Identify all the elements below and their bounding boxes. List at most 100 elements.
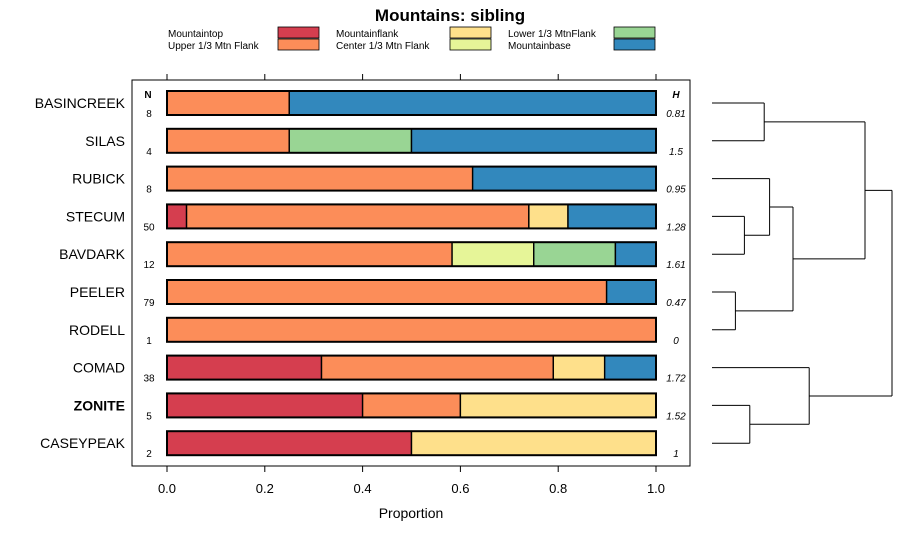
dendrogram <box>712 102 893 444</box>
h-column-header: H <box>672 90 680 101</box>
h-value: 0.81 <box>666 109 685 120</box>
x-tick-label: 0.0 <box>158 481 176 496</box>
h-value: 0.95 <box>666 185 686 196</box>
h-value: 1.72 <box>666 374 686 385</box>
bar-outline <box>166 316 657 343</box>
row-stecum: STECUM 50 1.28 <box>66 203 686 233</box>
x-tick-label: 1.0 <box>647 481 665 496</box>
n-value: 50 <box>143 222 155 233</box>
row-label: RODELL <box>69 322 125 338</box>
bar-segment-mountainbase <box>605 279 657 305</box>
bar-segment-mountaintop <box>166 392 364 419</box>
bar-outline <box>166 127 657 154</box>
n-value: 12 <box>143 260 155 271</box>
n-value: 8 <box>146 109 152 120</box>
bar-segment-mountainflank <box>552 354 606 381</box>
h-value: 0.47 <box>666 298 686 309</box>
x-tick-label: 0.2 <box>256 481 274 496</box>
x-axis-label: Proportion <box>379 505 444 521</box>
h-value: 1.5 <box>669 147 683 158</box>
bar-segment-upper-1-3-mtn-flank <box>320 354 555 381</box>
legend-swatch <box>277 26 320 39</box>
x-tick-label: 0.4 <box>354 481 372 496</box>
bar-segment-mountainbase <box>614 241 657 267</box>
bar-outline <box>166 90 657 116</box>
bar-segment-upper-1-3-mtn-flank <box>166 128 290 154</box>
row-label: CASEYPEAK <box>40 435 125 451</box>
h-value: 0 <box>673 336 679 347</box>
bar-outline <box>166 430 657 457</box>
bar-segment-mountainflank <box>459 392 657 419</box>
h-value: 1 <box>673 449 679 460</box>
legend-label: Mountainflank <box>336 29 399 40</box>
x-tick-label: 0.6 <box>451 481 469 496</box>
n-value: 8 <box>146 185 152 196</box>
bar-segment-upper-1-3-mtn-flank <box>166 317 657 343</box>
row-label: STECUM <box>66 208 125 224</box>
legend-label: Lower 1/3 MtnFlank <box>508 29 597 40</box>
bar-segment-mountaintop <box>166 203 188 230</box>
bar-segment-mountainbase <box>288 90 657 116</box>
rows: BASINCREEK 8 0.81 SILAS 4 1.5 RUBICK 8 0.95 STECU… <box>35 90 686 460</box>
row-label: BASINCREEK <box>35 95 126 111</box>
legend-swatch <box>613 38 656 51</box>
bar-segment-lower-1-3-mtnflank <box>533 241 617 267</box>
row-label: SILAS <box>85 133 125 149</box>
bar-segment-upper-1-3-mtn-flank <box>166 90 290 116</box>
bar-outline <box>166 241 657 268</box>
bar-segment-upper-1-3-mtn-flank <box>361 392 462 419</box>
bar-segment-mountaintop <box>166 430 413 456</box>
n-value: 38 <box>143 374 155 385</box>
n-column-header: N <box>144 90 151 101</box>
bar-outline <box>166 165 657 192</box>
bar-outline <box>166 203 657 230</box>
x-axis: 0.0 0.2 0.4 0.6 0.8 1.0 <box>158 74 665 496</box>
legend-swatch <box>449 26 492 39</box>
legend-swatch <box>449 38 492 51</box>
row-comad: COMAD 38 1.72 <box>73 354 686 385</box>
bar-segment-mountainbase <box>567 203 657 230</box>
h-value: 1.61 <box>666 260 685 271</box>
legend-label: Upper 1/3 Mtn Flank <box>168 41 260 52</box>
bar-outline <box>166 392 657 419</box>
n-value: 4 <box>146 147 152 158</box>
row-rodell: RODELL 1 0 <box>69 316 679 347</box>
bar-segment-center-1-3-mtn-flank <box>451 241 535 267</box>
row-zonite: ZONITE 5 1.52 <box>74 392 686 422</box>
row-label: PEELER <box>70 284 125 300</box>
h-value: 1.28 <box>666 222 686 233</box>
legend-label: Center 1/3 Mtn Flank <box>336 41 430 52</box>
row-bavdark: BAVDARK 12 1.61 <box>59 241 686 271</box>
bar-segment-mountainbase <box>603 354 657 381</box>
bar-segment-mountainbase <box>410 128 657 154</box>
x-tick-label: 0.8 <box>549 481 567 496</box>
row-silas: SILAS 4 1.5 <box>85 127 683 158</box>
chart-title: Mountains: sibling <box>375 6 525 25</box>
bar-segment-upper-1-3-mtn-flank <box>166 279 608 305</box>
row-peeler: PEELER 79 0.47 <box>70 279 686 309</box>
row-label: COMAD <box>73 360 125 376</box>
row-label: RUBICK <box>72 171 126 187</box>
bar-segment-mountainflank <box>410 430 657 456</box>
n-value: 2 <box>146 449 152 460</box>
bar-outline <box>166 354 657 381</box>
bar-segment-mountaintop <box>166 354 323 381</box>
h-value: 1.52 <box>666 411 686 422</box>
bar-segment-mountainflank <box>528 203 569 230</box>
n-value: 79 <box>143 298 155 309</box>
legend-swatch <box>613 26 656 39</box>
row-basincreek: BASINCREEK 8 0.81 <box>35 90 686 120</box>
n-value: 1 <box>146 336 152 347</box>
legend-swatch <box>277 38 320 51</box>
n-value: 5 <box>146 411 152 422</box>
bar-segment-upper-1-3-mtn-flank <box>166 165 474 192</box>
row-label: BAVDARK <box>59 246 126 262</box>
plot-frame <box>131 79 691 467</box>
bar-segment-mountainbase <box>471 165 657 192</box>
bar-segment-upper-1-3-mtn-flank <box>166 241 453 267</box>
bar-segment-lower-1-3-mtnflank <box>288 128 413 154</box>
row-label: ZONITE <box>74 397 125 413</box>
